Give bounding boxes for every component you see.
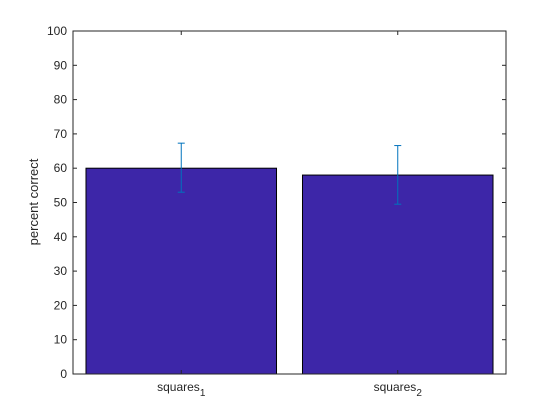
y-tick-label: 0 <box>60 367 67 381</box>
y-tick-label: 60 <box>54 161 68 175</box>
bar-2 <box>301 174 494 375</box>
y-tick-label: 10 <box>54 333 68 347</box>
y-tick-label: 70 <box>54 127 68 141</box>
y-tick-label: 80 <box>54 93 68 107</box>
y-tick-label: 40 <box>54 230 68 244</box>
y-axis: 0 10 20 30 40 50 60 70 80 90 100 <box>47 24 506 381</box>
y-tick-label: 50 <box>54 196 68 210</box>
y-tick-label: 20 <box>54 298 68 312</box>
bars-layer <box>85 167 494 375</box>
x-axis: squares1 squares2 <box>157 31 422 399</box>
x-tick-label: squares1 <box>157 380 206 399</box>
bar-1 <box>85 167 278 375</box>
y-tick-label: 100 <box>47 24 67 38</box>
error-bar-1 <box>177 142 185 193</box>
y-axis-label: percent correct <box>26 158 41 245</box>
y-tick-label: 90 <box>54 58 68 72</box>
y-tick-label: 30 <box>54 264 68 278</box>
error-bars-layer <box>177 142 402 205</box>
error-bar-2 <box>394 145 402 205</box>
x-tick-label: squares2 <box>374 380 423 399</box>
